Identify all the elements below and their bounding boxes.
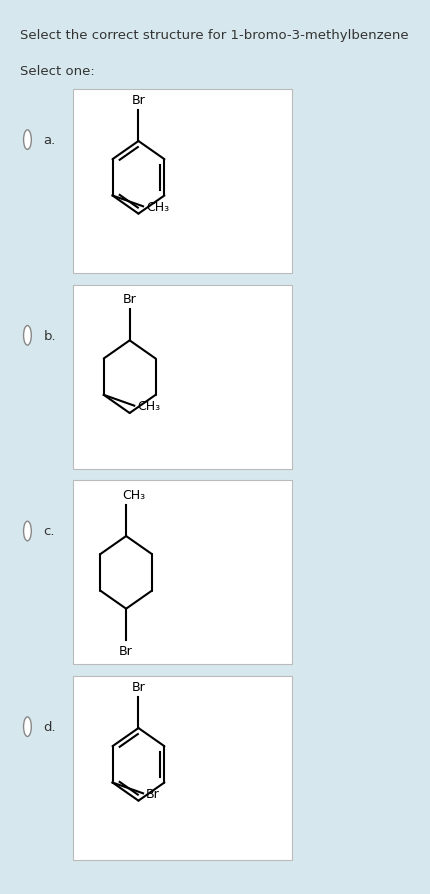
Text: Select one:: Select one:: [20, 65, 95, 78]
FancyBboxPatch shape: [73, 89, 292, 274]
Text: b.: b.: [43, 330, 56, 342]
Text: d.: d.: [43, 721, 56, 733]
Circle shape: [24, 131, 31, 150]
Text: Select the correct structure for 1-bromo-3-methylbenzene: Select the correct structure for 1-bromo…: [20, 30, 409, 42]
FancyBboxPatch shape: [73, 285, 292, 469]
Text: CH₃: CH₃: [137, 400, 160, 413]
Text: Br: Br: [132, 680, 145, 693]
Circle shape: [24, 717, 31, 737]
Text: CH₃: CH₃: [146, 200, 169, 214]
FancyBboxPatch shape: [73, 481, 292, 664]
Circle shape: [24, 326, 31, 346]
Text: CH₃: CH₃: [123, 488, 146, 502]
Text: Br: Br: [123, 292, 136, 306]
Text: Br: Br: [119, 645, 133, 657]
Circle shape: [24, 521, 31, 541]
FancyBboxPatch shape: [73, 676, 292, 860]
Text: Br: Br: [146, 787, 160, 800]
Text: a.: a.: [43, 134, 55, 147]
Text: c.: c.: [43, 525, 55, 538]
Text: Br: Br: [132, 94, 145, 106]
